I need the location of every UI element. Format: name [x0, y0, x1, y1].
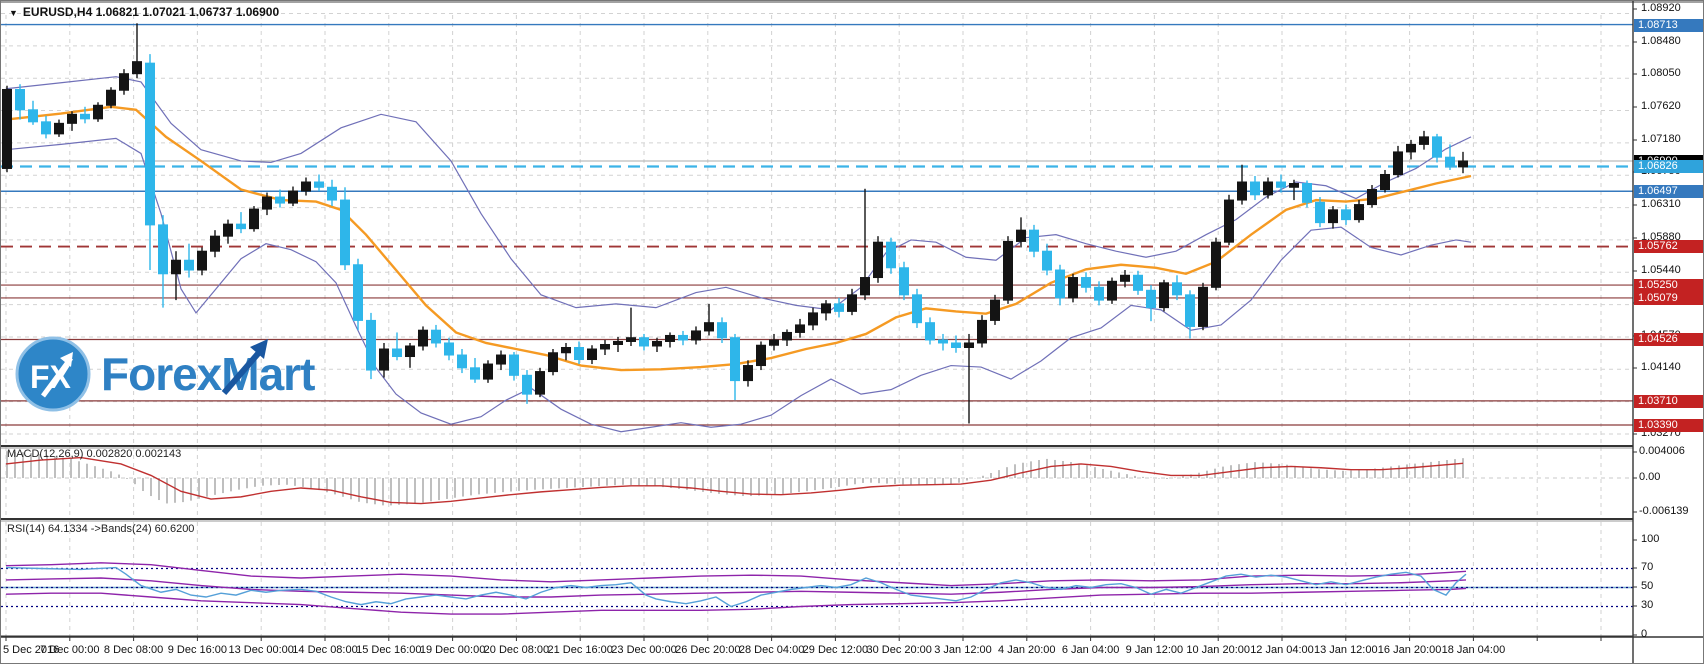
logo-name-text: ForexMart: [101, 348, 315, 400]
rsi-tick-label: 0: [1641, 628, 1648, 640]
price-level-badge: 1.04526: [1634, 332, 1703, 346]
time-tick-label: 13 Jan 12:00: [1313, 644, 1378, 656]
rsi-tick-label: 30: [1641, 599, 1654, 611]
time-tick-label: 4 Jan 20:00: [998, 644, 1056, 656]
symbol-title: ▼ EURUSD,H4 1.06821 1.07021 1.06737 1.069…: [9, 5, 279, 19]
time-tick-label: 7 Dec 00:00: [40, 644, 100, 656]
price-tick-label: 1.04140: [1641, 361, 1681, 373]
time-tick-label: 5 Dec 2016: [3, 644, 60, 656]
symbol-ohlc-text: EURUSD,H4 1.06821 1.07021 1.06737 1.0690…: [22, 5, 280, 19]
time-tick-label: 20 Dec 08:00: [483, 644, 550, 656]
time-tick-label: 6 Jan 04:00: [1061, 644, 1120, 656]
price-tick-label: 1.08480: [1641, 35, 1681, 47]
time-tick-label: 30 Dec 20:00: [866, 644, 932, 656]
macd-tick-label: -0.006139: [1639, 505, 1689, 517]
chevron-down-icon[interactable]: ▼: [9, 8, 18, 18]
time-tick-label: 13 Dec 00:00: [228, 644, 294, 656]
forexmart-logo-icon: FX: [15, 336, 91, 412]
time-tick-label: 26 Dec 20:00: [675, 644, 741, 656]
price-tick-label: 1.08050: [1641, 67, 1681, 79]
time-tick-label: 10 Jan 20:00: [1186, 644, 1250, 656]
forexmart-logo: FX ForexMart: [13, 333, 333, 415]
price-tick-label: 1.06310: [1641, 198, 1681, 210]
macd-tick-label: 0.004006: [1639, 445, 1685, 457]
time-tick-label: 29 Dec 12:00: [802, 644, 869, 656]
rsi-tick-label: 100: [1641, 533, 1660, 545]
time-tick-label: 21 Dec 16:00: [547, 644, 613, 656]
price-tick-label: 1.07180: [1641, 133, 1681, 145]
time-tick-label: 8 Dec 08:00: [103, 644, 164, 656]
price-level-badge: 1.08713: [1634, 18, 1703, 32]
time-tick-label: 28 Dec 04:00: [738, 644, 805, 656]
time-tick-label: 16 Jan 20:00: [1377, 644, 1442, 656]
pane-splitter[interactable]: [1, 445, 1633, 447]
pane-splitter[interactable]: [1, 518, 1633, 520]
macd-tick-label: 0.00: [1639, 471, 1661, 483]
time-tick-label: 15 Dec 16:00: [356, 644, 422, 656]
time-tick-label: 9 Dec 16:00: [167, 644, 228, 656]
macd-indicator-label: MACD(12,26,9) 0.002820 0.002143: [7, 448, 182, 460]
time-tick-label: 3 Jan 12:00: [934, 644, 992, 656]
price-level-badge: 1.06826: [1634, 159, 1703, 173]
time-tick-label: 12 Jan 04:00: [1250, 644, 1314, 656]
pane-splitter[interactable]: [1, 520, 1633, 522]
price-level-badge: 1.05762: [1634, 239, 1703, 253]
pane-splitter[interactable]: [1, 447, 1633, 449]
rsi-tick-label: 70: [1641, 561, 1654, 573]
price-level-badge: 1.03710: [1634, 394, 1703, 408]
price-tick-label: 1.07620: [1641, 100, 1681, 112]
price-tick-label: 1.05440: [1641, 264, 1681, 276]
time-tick-label: 19 Dec 00:00: [419, 644, 486, 656]
price-level-badge: 1.03390: [1634, 418, 1703, 432]
time-tick-label: 23 Dec 00:00: [611, 644, 677, 656]
time-tick-label: 9 Jan 12:00: [1125, 644, 1184, 656]
time-tick-label: 14 Dec 08:00: [292, 644, 358, 656]
price-level-badge: 1.05079: [1634, 291, 1703, 305]
price-level-badge: 1.05250: [1634, 278, 1703, 292]
price-tick-label: 1.08920: [1641, 2, 1681, 14]
logo-arrow-icon: [221, 339, 268, 395]
rsi-indicator-label: RSI(14) 64.1334 ->Bands(24) 60.6200: [7, 523, 195, 535]
price-level-badge: 1.06497: [1634, 184, 1703, 198]
rsi-tick-label: 50: [1641, 580, 1654, 592]
time-tick-label: 18 Jan 04:00: [1441, 644, 1506, 656]
